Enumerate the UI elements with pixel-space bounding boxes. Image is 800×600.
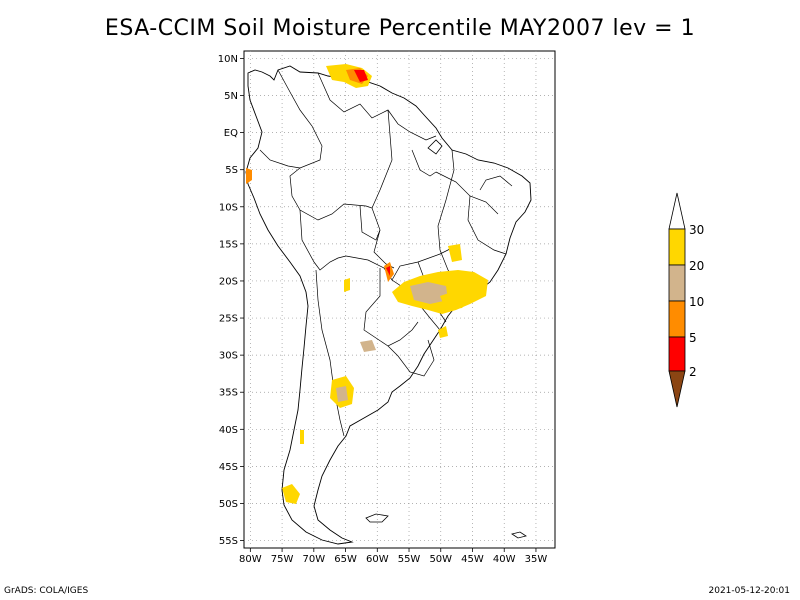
map-title: ESA-CCIM Soil Moisture Percentile MAY200… <box>104 16 696 41</box>
latitude-labels: 10N 5N EQ 5S 10S 15S 20S 25S 30S 35S 40S 45S 50S 55S <box>218 54 244 547</box>
lat-label: 45S <box>219 462 238 473</box>
footer-credit: GrADS: COLA/IGES <box>4 586 89 596</box>
lat-label: 50S <box>219 499 238 510</box>
colorbar: 30 20 10 5 2 <box>668 192 704 408</box>
lat-label: 30S <box>219 351 238 362</box>
lon-label: 45W <box>461 554 484 565</box>
lon-label: 80W <box>239 554 262 565</box>
coastline <box>245 65 532 545</box>
lat-label: 20S <box>219 276 238 287</box>
lat-label: 35S <box>219 388 238 399</box>
lon-label: 50W <box>429 554 452 565</box>
lon-label: 60W <box>366 554 389 565</box>
lat-label: 40S <box>219 425 238 436</box>
longitude-labels: 80W 75W 70W 65W 60W 55W 50W 45W 40W 35W <box>239 548 547 565</box>
lon-label: 40W <box>493 554 516 565</box>
colorbar-2-5 <box>668 336 686 372</box>
colorbar-above-30 <box>668 192 686 230</box>
colorbar-label-2: 2 <box>689 365 697 379</box>
lon-label: 70W <box>303 554 326 565</box>
lat-label: 10S <box>219 202 238 213</box>
lat-label: 5S <box>225 165 238 176</box>
lat-label: 25S <box>219 314 238 325</box>
lon-label: 55W <box>398 554 421 565</box>
lat-label: EQ <box>224 128 238 139</box>
colorbar-label-10: 10 <box>689 295 704 309</box>
footer-timestamp: 2021-05-12-20:01 <box>708 586 791 596</box>
lon-label: 75W <box>271 554 294 565</box>
colorbar-label-20: 20 <box>689 259 704 273</box>
lat-label: 15S <box>219 239 238 250</box>
lon-label: 35W <box>525 554 548 565</box>
colorbar-20-30 <box>668 228 686 266</box>
lat-label: 10N <box>218 54 238 65</box>
colorbar-5-10 <box>668 300 686 338</box>
lat-label: 5N <box>224 91 238 102</box>
colorbar-label-30: 30 <box>689 223 704 237</box>
colorbar-10-20 <box>668 264 686 302</box>
islands <box>365 139 527 539</box>
lat-label: 55S <box>219 536 238 547</box>
percentile-shading <box>246 64 488 504</box>
colorbar-label-5: 5 <box>689 331 697 345</box>
lon-label: 65W <box>334 554 357 565</box>
colorbar-below-2 <box>668 370 686 408</box>
